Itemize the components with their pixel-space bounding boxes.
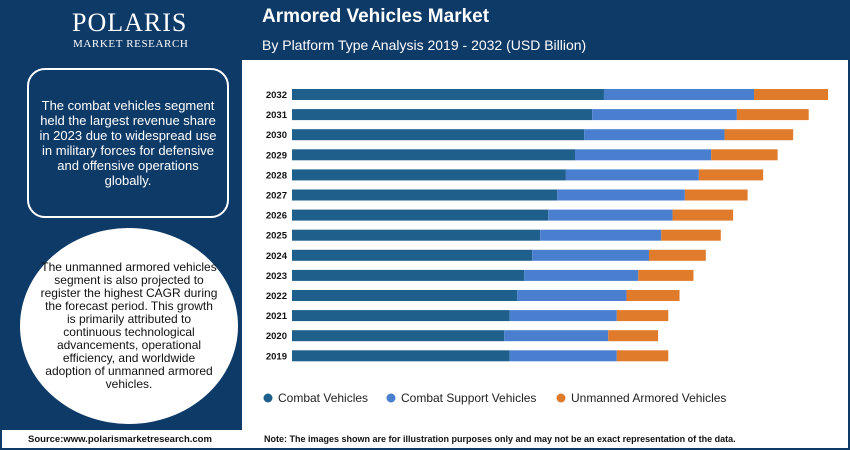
bar-2029-series-3 [711,149,778,161]
brand-logo-tagline: MARKET RESEARCH [73,38,189,50]
bar-2024-series-1 [292,249,533,261]
bar-2021-series-3 [616,310,669,322]
legend-label-3: Unmanned Armored Vehicles [571,391,726,405]
tick-label-2029: 2029 [266,150,287,161]
highlight-text: The combat vehicles segment held the lar… [39,98,217,188]
bar-2031-series-2 [592,109,737,121]
chart-bars [292,89,828,362]
legend-marker-3 [556,393,566,403]
bar-2026-series-3 [672,209,734,221]
bar-2020-series-1 [292,330,505,342]
legend-marker-1 [263,393,273,403]
bar-2020-series-3 [608,330,659,342]
tick-label-2028: 2028 [266,170,287,181]
bar-2028-series-3 [698,169,764,181]
bar-2019-series-1 [292,350,510,362]
bar-2027-series-2 [557,189,685,201]
chart-tick-labels: 2032 2031 2030 2029 2028 2027 2026 2025 2024 2023… [266,90,288,362]
tick-label-2027: 2027 [266,191,287,202]
bar-2023-series-3 [638,269,694,281]
bar-2032-series-1 [292,89,604,100]
tick-label-2032: 2032 [266,90,287,101]
tick-label-2023: 2023 [266,271,287,282]
disclaimer-note: Note: The images shown are for illustrat… [264,434,736,444]
bar-2030-series-2 [584,129,725,141]
legend-label-1: Combat Vehicles [278,391,368,405]
bar-2024-series-3 [648,249,706,261]
bar-2027-series-3 [684,189,748,201]
tick-label-2030: 2030 [266,130,287,141]
bar-2023-series-1 [292,269,525,281]
bar-2032-series-3 [754,89,828,100]
bar-2031-series-3 [736,109,809,121]
tick-label-2025: 2025 [266,231,288,242]
bar-2032-series-2 [603,89,755,100]
legend-label-2: Combat Support Vehicles [401,391,536,405]
bar-2019-series-3 [616,350,669,362]
bar-2028-series-1 [292,169,566,181]
footer-strip [2,430,848,448]
bar-2030-series-3 [724,129,794,141]
header-band [242,2,848,60]
tick-label-2019: 2019 [266,351,287,362]
bar-2026-series-2 [548,209,673,221]
bar-2022-series-1 [292,290,518,301]
chart-legend: Combat Vehicles Combat Support Vehicles Un… [263,391,726,405]
tick-label-2020: 2020 [266,331,287,342]
bar-2025-series-3 [661,229,721,241]
tick-label-2031: 2031 [266,110,288,121]
bar-2022-series-3 [626,290,680,301]
bar-2027-series-1 [292,189,558,201]
bar-2029-series-2 [575,149,712,161]
bar-2022-series-2 [517,290,627,301]
tick-label-2024: 2024 [266,251,288,262]
bar-2025-series-1 [292,229,541,241]
circle-text: The unmanned armored vehicles segment is… [40,260,218,391]
bar-2019-series-2 [509,350,617,362]
highlight-box: The combat vehicles segment held the lar… [27,68,229,218]
page-subtitle: By Platform Type Analysis 2019 - 2032 (U… [262,37,587,53]
bar-2026-series-1 [292,209,549,221]
tick-label-2022: 2022 [266,291,287,302]
page-title: Armored Vehicles Market [262,6,490,27]
legend-marker-2 [386,393,396,403]
circle-callout: The unmanned armored vehicles segment is… [20,228,238,424]
brand-logo-name: POLARIS [72,8,188,37]
bar-2021-series-1 [292,310,510,322]
bar-2021-series-2 [509,310,617,322]
bar-2029-series-1 [292,149,576,161]
tick-label-2026: 2026 [266,211,287,222]
bar-2031-series-1 [292,109,593,121]
bar-2028-series-2 [565,169,699,181]
bar-2024-series-2 [532,249,649,261]
tick-label-2021: 2021 [266,311,288,322]
bar-2020-series-2 [504,330,609,342]
bar-2023-series-2 [524,269,639,281]
source-note: Source:www.polarismarketresearch.com [28,434,212,445]
bar-2025-series-2 [540,229,662,241]
bar-2030-series-1 [292,129,585,141]
